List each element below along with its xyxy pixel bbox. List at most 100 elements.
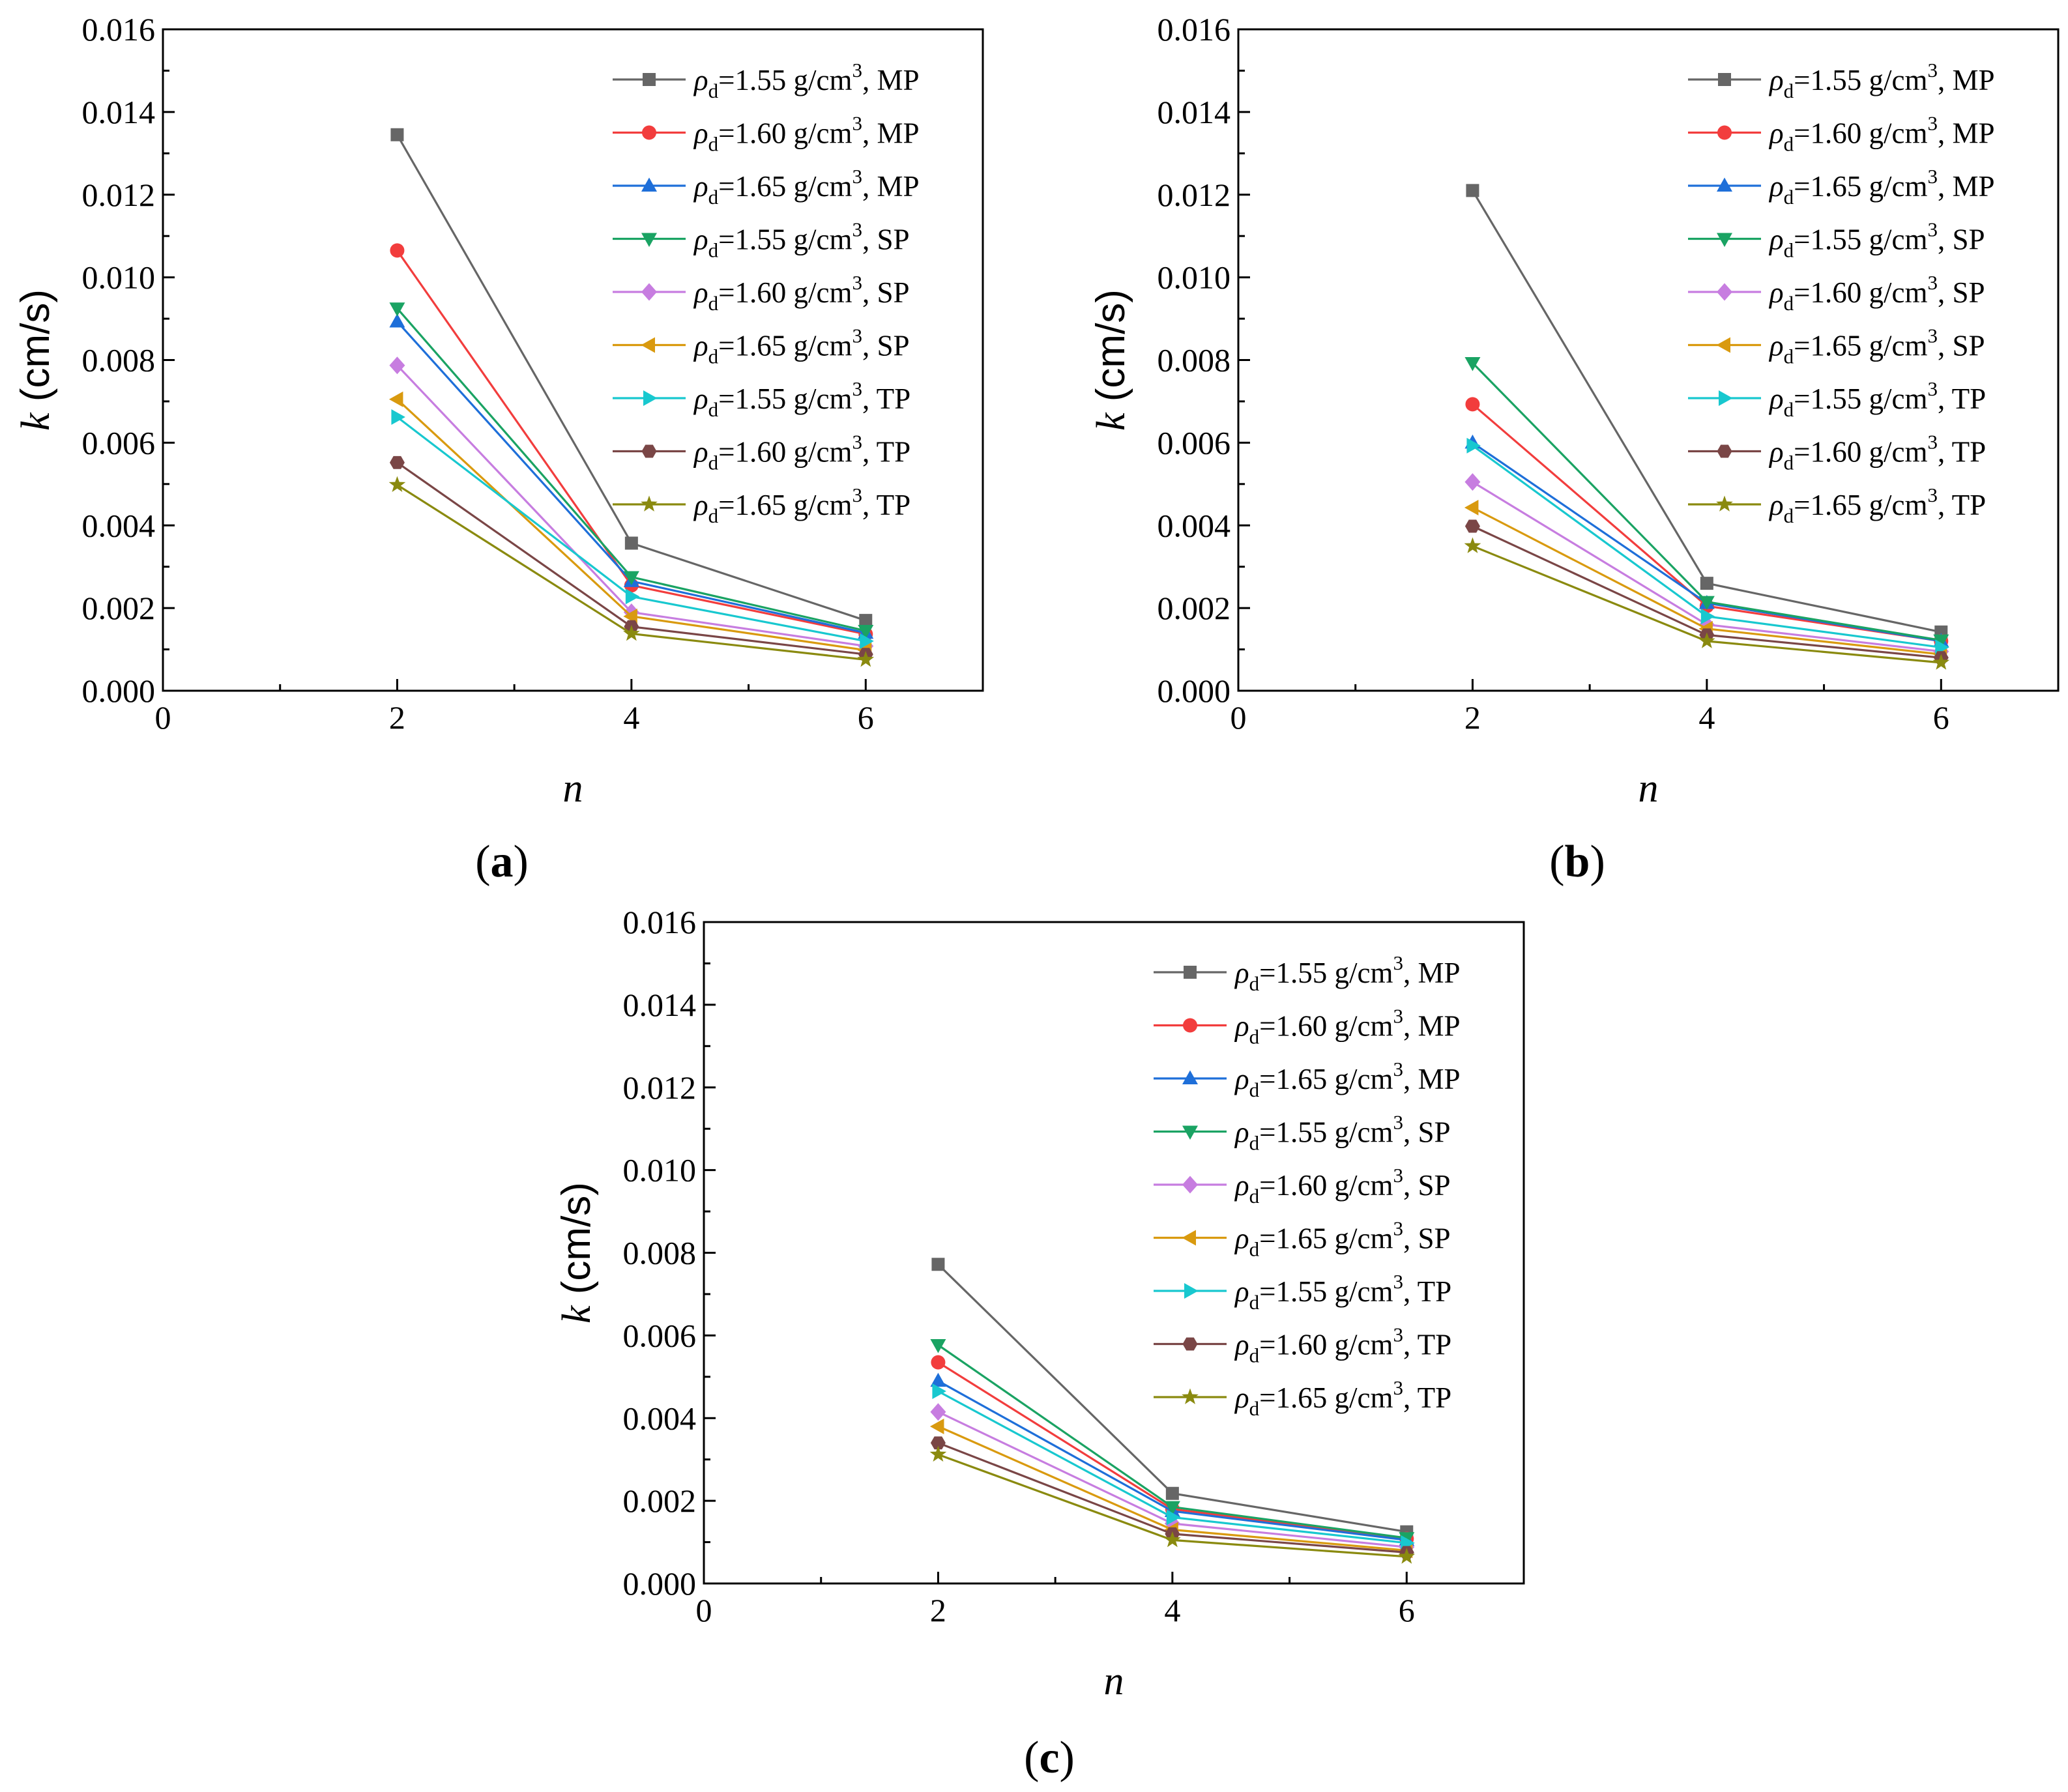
legend-marker — [641, 495, 658, 512]
y-tick-label: 0.006 — [1158, 424, 1231, 461]
x-tick-label: 6 — [858, 699, 874, 736]
data-point — [1932, 654, 1950, 670]
legend-item: ρd=1.65 g/cm3, MP — [1688, 165, 1995, 209]
legend-item: ρd=1.65 g/cm3, SP — [1688, 325, 1985, 368]
legend-item: ρd=1.65 g/cm3, MP — [1154, 1058, 1461, 1101]
legend-marker — [1717, 283, 1732, 301]
legend-marker — [641, 444, 657, 458]
y-tick-label: 0.002 — [82, 590, 156, 626]
legend-label: ρd=1.60 g/cm3, SP — [693, 271, 910, 315]
legend: ρd=1.55 g/cm3, MP ρd=1.60 g/cm3, MP ρd=1.6… — [1688, 59, 1995, 527]
data-point — [1166, 1509, 1181, 1525]
legend-marker — [1718, 73, 1731, 86]
legend-item: ρd=1.65 g/cm3, TP — [1688, 484, 1986, 527]
y-tick-label: 0.010 — [1158, 259, 1231, 296]
data-point — [390, 243, 405, 258]
legend-label: ρd=1.60 g/cm3, TP — [693, 431, 910, 474]
legend-marker — [1182, 1230, 1196, 1246]
legend: ρd=1.55 g/cm3, MP ρd=1.60 g/cm3, MP ρd=1.6… — [1154, 951, 1461, 1420]
legend-marker — [1182, 1125, 1198, 1140]
data-point — [1465, 397, 1480, 412]
data-point — [929, 1418, 944, 1434]
y-tick-label: 0.014 — [623, 987, 697, 1023]
legend-item: ρd=1.60 g/cm3, MP — [1688, 112, 1995, 156]
y-tick-label: 0.008 — [82, 342, 156, 379]
legend-marker — [1717, 233, 1732, 247]
y-tick-label: 0.006 — [623, 1317, 697, 1353]
x-tick-label: 2 — [389, 699, 405, 736]
legend-marker — [1182, 1388, 1199, 1404]
legend-marker — [1182, 1070, 1198, 1084]
data-point — [1464, 356, 1481, 371]
y-tick-label: 0.016 — [623, 904, 697, 940]
data-point — [932, 1383, 946, 1400]
data-point — [931, 1258, 945, 1271]
legend-label: ρd=1.65 g/cm3, MP — [1768, 165, 1995, 209]
y-axis-title: k (cm/s) — [554, 1182, 599, 1323]
legend-label: ρd=1.60 g/cm3, SP — [1234, 1164, 1451, 1207]
x-tick-label: 2 — [1464, 699, 1481, 736]
legend-label: ρd=1.65 g/cm3, TP — [1234, 1376, 1451, 1420]
data-point — [1698, 632, 1715, 648]
x-tick-label: 4 — [1698, 699, 1715, 736]
y-tick-label: 0.008 — [1158, 342, 1231, 379]
legend-item: ρd=1.60 g/cm3, MP — [1154, 1005, 1461, 1048]
legend-item: ρd=1.55 g/cm3, SP — [1688, 218, 1985, 262]
data-point — [930, 1436, 946, 1450]
legend-item: ρd=1.55 g/cm3, SP — [613, 218, 910, 262]
legend-item: ρd=1.60 g/cm3, TP — [1688, 431, 1986, 474]
legend-marker — [641, 337, 655, 353]
legend-item: ρd=1.60 g/cm3, TP — [613, 431, 910, 474]
data-point — [390, 128, 404, 141]
legend-item: ρd=1.60 g/cm3, MP — [613, 112, 920, 156]
x-tick-label: 2 — [930, 1592, 946, 1628]
data-point — [1164, 1531, 1181, 1548]
legend-label: ρd=1.55 g/cm3, TP — [693, 377, 910, 421]
legend-item: ρd=1.65 g/cm3, TP — [613, 484, 910, 527]
legend-item: ρd=1.60 g/cm3, SP — [613, 271, 910, 315]
data-point — [930, 1372, 946, 1387]
data-point — [388, 391, 403, 407]
data-point — [389, 313, 405, 328]
y-axis-title: k (cm/s) — [13, 289, 58, 431]
y-tick-label: 0.006 — [82, 424, 156, 461]
data-point — [388, 476, 406, 492]
legend-marker — [641, 283, 657, 301]
y-tick-label: 0.012 — [1158, 177, 1231, 213]
data-point — [389, 302, 405, 317]
y-tick-label: 0.008 — [623, 1235, 697, 1271]
data-point — [857, 650, 875, 667]
data-point — [1466, 184, 1479, 197]
data-point — [1464, 473, 1481, 491]
legend-label: ρd=1.65 g/cm3, SP — [1234, 1217, 1451, 1261]
y-tick-label: 0.016 — [1158, 11, 1231, 48]
legend-marker — [1717, 125, 1732, 140]
legend-item: ρd=1.55 g/cm3, TP — [613, 377, 910, 421]
data-point — [1933, 634, 1949, 649]
legend-marker — [1717, 177, 1732, 192]
panel-label: (c) — [1024, 1733, 1075, 1783]
x-tick-label: 6 — [1933, 699, 1949, 736]
y-tick-label: 0.000 — [1158, 672, 1231, 709]
legend-marker — [1717, 444, 1732, 458]
legend-marker — [1719, 390, 1733, 406]
data-point — [1464, 537, 1481, 553]
legend: ρd=1.55 g/cm3, MP ρd=1.60 g/cm3, MP ρd=1.6… — [613, 59, 920, 527]
legend-label: ρd=1.55 g/cm3, TP — [1234, 1270, 1451, 1314]
data-point — [930, 1403, 946, 1421]
legend-label: ρd=1.60 g/cm3, MP — [1234, 1005, 1461, 1048]
data-point — [860, 633, 874, 649]
legend-marker — [1184, 966, 1197, 979]
legend-label: ρd=1.55 g/cm3, TP — [1768, 377, 1986, 421]
series-3 — [1464, 356, 1949, 649]
x-tick-label: 0 — [155, 699, 171, 736]
legend-item: ρd=1.55 g/cm3, MP — [1154, 951, 1461, 995]
data-point — [1700, 608, 1715, 624]
x-axis-title: n — [563, 766, 583, 811]
data-point — [625, 588, 640, 605]
y-tick-label: 0.004 — [623, 1400, 697, 1436]
data-point — [389, 356, 405, 375]
series-6 — [932, 1383, 1415, 1551]
data-point — [859, 614, 873, 628]
